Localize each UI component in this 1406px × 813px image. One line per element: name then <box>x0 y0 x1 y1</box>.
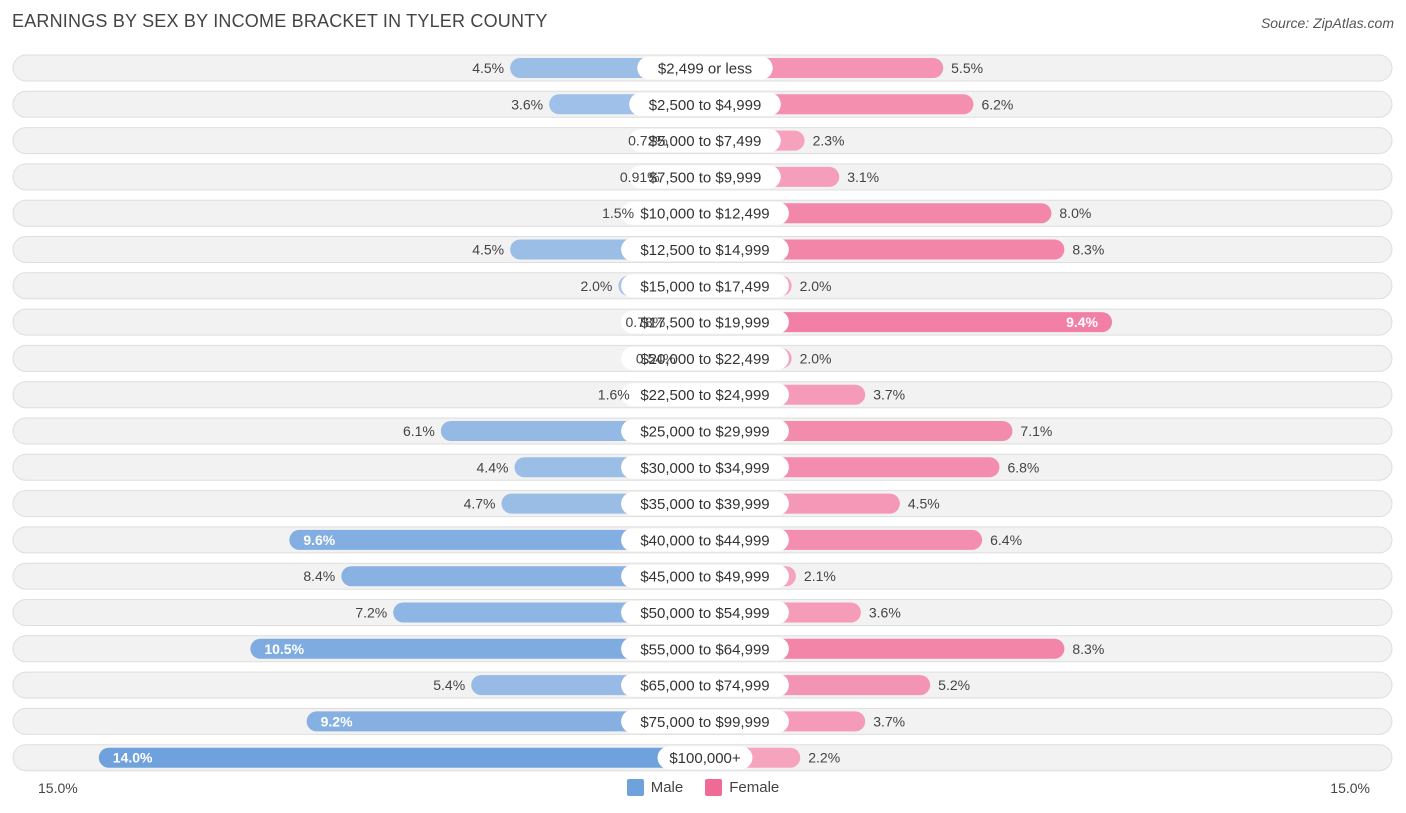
male-value-label: 4.5% <box>472 242 504 258</box>
category-pill <box>629 129 781 153</box>
male-value-label: 8.4% <box>303 568 335 584</box>
male-value-label: 0.91% <box>620 169 660 185</box>
male-value-label: 1.6% <box>598 387 630 403</box>
female-value-label: 2.1% <box>804 568 836 584</box>
category-pill <box>621 383 789 407</box>
male-value-label: 0.72% <box>628 133 668 149</box>
male-value-label: 9.2% <box>321 713 353 729</box>
male-value-label: 4.4% <box>477 459 509 475</box>
category-pill <box>621 419 789 443</box>
category-pill <box>657 746 753 770</box>
category-pill <box>621 637 789 661</box>
legend-swatch-female <box>705 779 723 796</box>
category-pill <box>621 528 789 552</box>
female-value-label: 8.3% <box>1072 242 1104 258</box>
female-value-label: 2.3% <box>813 133 845 149</box>
category-label: $17,500 to $19,999 <box>640 315 769 332</box>
female-value-label: 6.4% <box>990 532 1022 548</box>
male-bar <box>250 638 715 659</box>
category-pill <box>621 601 789 624</box>
male-bar <box>289 529 715 550</box>
female-value-label: 2.2% <box>808 750 840 766</box>
female-value-label: 6.2% <box>981 96 1013 112</box>
female-value-label: 8.0% <box>1059 205 1091 221</box>
category-label: $10,000 to $12,499 <box>640 206 769 223</box>
male-value-label: 2.0% <box>580 278 612 294</box>
chart-title: EARNINGS BY SEX BY INCOME BRACKET IN TYL… <box>12 11 548 31</box>
category-label: $25,000 to $29,999 <box>640 424 769 441</box>
legend-swatch-male <box>626 779 644 796</box>
category-pill <box>637 56 773 80</box>
category-label: $7,500 to $9,999 <box>649 169 762 186</box>
category-pill <box>621 274 789 298</box>
category-label: $5,000 to $7,499 <box>649 133 762 150</box>
male-bar <box>341 566 715 587</box>
female-value-label: 2.0% <box>800 350 832 366</box>
female-value-label: 3.7% <box>873 713 905 729</box>
female-value-label: 7.1% <box>1020 423 1052 439</box>
category-pill <box>621 455 789 479</box>
category-label: $55,000 to $64,999 <box>640 641 769 658</box>
male-value-label: 14.0% <box>113 750 153 766</box>
chart-source: Source: ZipAtlas.com <box>1260 15 1394 31</box>
category-pill <box>621 673 789 697</box>
category-label: $12,500 to $14,999 <box>640 242 769 259</box>
category-label: $35,000 to $39,999 <box>640 496 769 513</box>
male-value-label: 4.7% <box>464 496 496 512</box>
female-bar <box>695 312 1113 333</box>
category-label: $2,500 to $4,999 <box>649 97 762 114</box>
category-pill <box>621 201 789 225</box>
legend: Male Female <box>0 779 1406 796</box>
male-value-label: 0.78% <box>626 314 666 330</box>
male-value-label: 3.6% <box>511 96 543 112</box>
male-value-label: 5.4% <box>433 677 465 693</box>
category-pill <box>621 310 789 334</box>
male-value-label: 9.6% <box>303 532 335 548</box>
legend-label-male: Male <box>650 779 684 796</box>
category-label: $50,000 to $54,999 <box>640 605 769 622</box>
category-label: $40,000 to $44,999 <box>640 532 769 549</box>
male-value-label: 4.5% <box>472 60 504 76</box>
category-label: $15,000 to $17,499 <box>640 278 769 295</box>
category-pill <box>621 238 789 261</box>
legend-item-female[interactable]: Female <box>705 779 779 796</box>
male-value-label: 6.1% <box>403 423 435 439</box>
axis-right-label: 15.0% <box>1330 780 1370 796</box>
category-label: $20,000 to $22,499 <box>640 351 769 368</box>
category-pill <box>621 492 789 516</box>
category-pill <box>621 346 789 370</box>
female-value-label: 6.8% <box>1007 459 1039 475</box>
female-value-label: 8.3% <box>1072 641 1104 657</box>
male-value-label: 10.5% <box>264 641 304 657</box>
female-value-label: 3.1% <box>847 169 879 185</box>
male-value-label: 1.5% <box>602 205 634 221</box>
female-value-label: 3.7% <box>873 387 905 403</box>
male-bar <box>306 711 715 732</box>
legend-label-female: Female <box>729 779 780 796</box>
category-label: $22,500 to $24,999 <box>640 387 769 404</box>
category-label: $45,000 to $49,999 <box>640 569 769 586</box>
category-pill <box>621 564 789 588</box>
category-label: $65,000 to $74,999 <box>640 678 769 695</box>
female-value-label: 5.5% <box>951 60 983 76</box>
category-pill <box>629 165 781 189</box>
category-label: $75,000 to $99,999 <box>640 714 769 731</box>
female-value-label: 9.4% <box>1066 314 1098 330</box>
male-bar <box>98 747 716 768</box>
female-value-label: 2.0% <box>800 278 832 294</box>
category-pill <box>629 92 781 116</box>
category-label: $2,499 or less <box>658 61 752 78</box>
axis-left-label: 15.0% <box>38 780 78 796</box>
legend-item-male[interactable]: Male <box>626 779 684 796</box>
category-label: $30,000 to $34,999 <box>640 460 769 477</box>
female-value-label: 3.6% <box>869 605 901 621</box>
female-value-label: 5.2% <box>938 677 970 693</box>
male-value-label: 0.54% <box>636 350 676 366</box>
category-label: $100,000+ <box>669 750 741 767</box>
male-value-label: 7.2% <box>355 605 387 621</box>
female-value-label: 4.5% <box>908 496 940 512</box>
category-pill <box>621 709 789 733</box>
